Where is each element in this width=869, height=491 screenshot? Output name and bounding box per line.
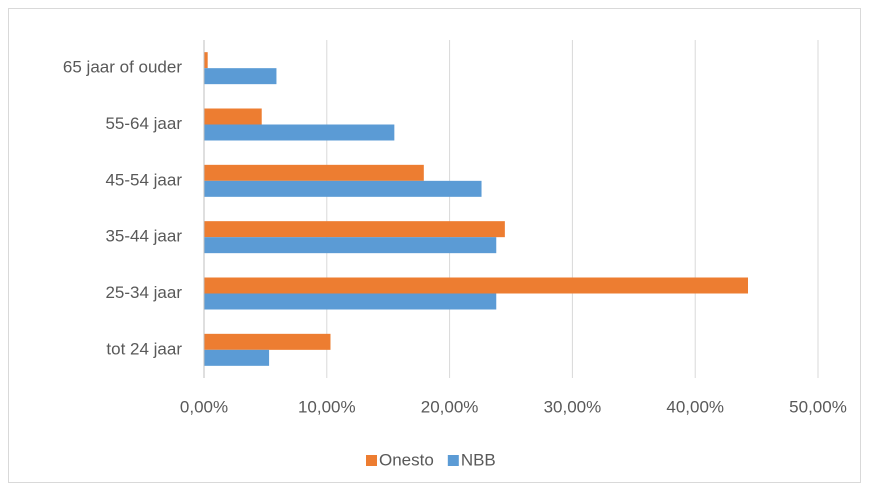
legend-label: NBB (461, 450, 496, 469)
bar (204, 333, 331, 350)
y-tick-label: 45-54 jaar (105, 170, 182, 189)
y-tick-label: 35-44 jaar (105, 227, 182, 246)
legend-swatch (366, 455, 377, 466)
x-tick-label: 10,00% (298, 397, 356, 416)
x-tick-label: 0,00% (180, 397, 228, 416)
legend-label: Onesto (379, 450, 434, 469)
bar (204, 164, 424, 181)
bar (204, 237, 497, 254)
bar (204, 180, 482, 197)
bar (204, 221, 505, 238)
bar (204, 108, 262, 125)
bar (204, 124, 395, 141)
bar (204, 349, 270, 366)
bar (204, 68, 277, 85)
x-tick-label: 40,00% (666, 397, 724, 416)
bar (204, 52, 208, 69)
y-tick-label: 25-34 jaar (105, 283, 182, 302)
legend-swatch (447, 455, 459, 466)
y-tick-label: 65 jaar of ouder (63, 58, 182, 77)
y-tick-label: tot 24 jaar (106, 339, 182, 358)
x-tick-label: 50,00% (789, 397, 847, 416)
x-tick-label: 20,00% (421, 397, 479, 416)
bar (204, 293, 497, 310)
bar (204, 277, 749, 294)
x-tick-label: 30,00% (544, 397, 602, 416)
y-tick-label: 55-64 jaar (105, 114, 182, 133)
